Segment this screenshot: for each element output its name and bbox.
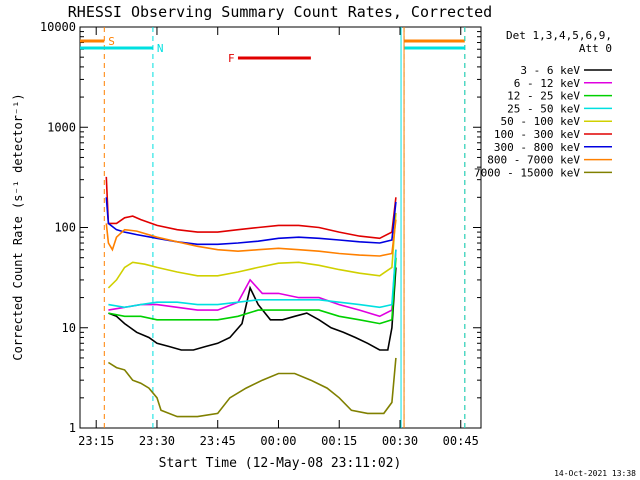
plot-frame: [79, 26, 482, 429]
series-line: [108, 257, 397, 325]
legend-det-line: Det 1,3,4,5,6,9,: [506, 29, 612, 42]
legend-label: 50 - 100 keV: [501, 115, 581, 128]
annotation-overlays: S N F: [80, 27, 466, 428]
series-layer: [105, 176, 397, 418]
annotation-label-n: N: [157, 42, 164, 55]
annotation-label-s: S: [108, 35, 115, 48]
series-line: [105, 197, 397, 246]
legend-label: 7000 - 15000 keV: [474, 166, 580, 179]
legend-att-line: Att 0: [579, 42, 612, 55]
y-axis-label: Corrected Count Rate (s⁻¹ detector⁻¹): [11, 93, 25, 360]
y-tick-label: 10000: [40, 20, 76, 34]
tick-labels: 23:15 23:30 23:45 00:00 00:15 00:30 00:45 1 10 10…: [40, 20, 479, 448]
x-tick-label: 00:15: [321, 434, 357, 448]
y-tick-label: 100: [54, 221, 76, 235]
x-tick-label: 00:00: [260, 434, 296, 448]
x-axis-label: Start Time (12-May-08 23:11:02): [159, 456, 402, 471]
legend-label: 12 - 25 keV: [507, 90, 580, 103]
legend-label: 300 - 800 keV: [494, 141, 580, 154]
x-tick-label: 00:45: [443, 434, 479, 448]
legend-label: 6 - 12 keV: [514, 77, 581, 90]
series-line: [108, 249, 397, 309]
series-line: [105, 219, 397, 257]
y-tick-label: 1000: [47, 120, 76, 134]
legend-label: 100 - 300 keV: [494, 128, 580, 141]
x-tick-label: 23:45: [200, 434, 236, 448]
x-tick-label: 23:15: [78, 434, 114, 448]
x-tick-label: 23:30: [139, 434, 175, 448]
legend-header: Det 1,3,4,5,6,9, Att 0: [506, 29, 612, 55]
series-line: [108, 267, 397, 351]
y-tick-label: 1: [69, 421, 76, 435]
series-line: [108, 249, 397, 318]
annotation-label-f: F: [228, 52, 235, 65]
series-line: [107, 357, 397, 418]
chart-title: RHESSI Observing Summary Count Rates, Co…: [68, 3, 492, 21]
series-line: [107, 212, 397, 289]
y-tick-label: 10: [62, 321, 76, 335]
x-tick-label: 00:30: [382, 434, 418, 448]
series-line: [105, 176, 397, 240]
legend-label: 800 - 7000 keV: [487, 154, 580, 167]
timestamp: 14-Oct-2021 13:38: [554, 469, 636, 478]
legend-label: 3 - 6 keV: [520, 64, 580, 77]
legend-label: 25 - 50 keV: [507, 102, 580, 115]
axis-ticks: [80, 26, 481, 429]
